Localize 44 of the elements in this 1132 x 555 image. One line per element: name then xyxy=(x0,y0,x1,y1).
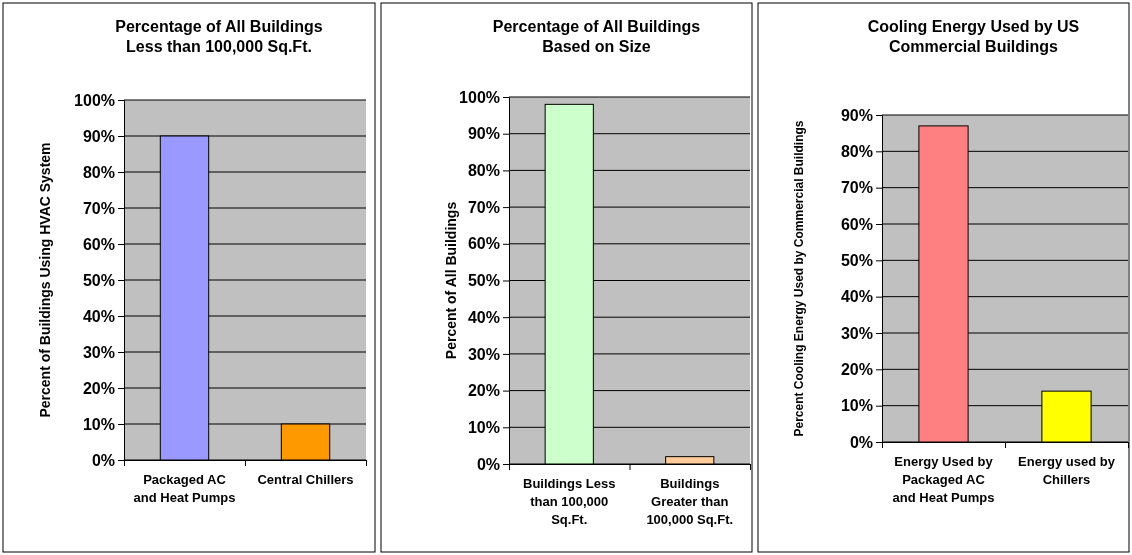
y-tick-label: 50% xyxy=(467,272,500,290)
y-tick-label: 90% xyxy=(467,125,500,143)
y-tick-label: 60% xyxy=(467,235,500,253)
y-tick-label: 90% xyxy=(840,106,873,124)
x-tick-label: Energy Used by Packaged AC and Heat Pumps xyxy=(892,454,995,505)
y-tick-label: 100% xyxy=(459,88,500,106)
x-tick-label: Packaged AC and Heat Pumps xyxy=(133,472,236,505)
y-tick-label: 70% xyxy=(467,198,500,216)
y-tick-label: 40% xyxy=(467,308,500,326)
y-axis-title: Percent of All Buildings xyxy=(443,201,459,360)
y-tick-label: 50% xyxy=(82,271,115,289)
y-tick-label: 20% xyxy=(82,379,115,397)
y-tick-label: 50% xyxy=(840,251,873,269)
y-axis-title: Percent of Buildings Using HVAC System xyxy=(37,142,53,418)
y-tick-label: 40% xyxy=(82,307,115,325)
y-axis-title: Percent Cooling Energy Used by Commercial Buildings xyxy=(792,120,806,437)
y-tick-label: 40% xyxy=(840,288,873,306)
x-tick-label: Buildings Less than 100,000 Sq.Ft. xyxy=(523,476,616,527)
y-tick-label: 20% xyxy=(840,360,873,378)
chart-title: Percentage of All Buildings Less than 100,000 Sq.Ft. xyxy=(115,18,323,55)
y-tick-label: 90% xyxy=(82,127,115,145)
y-tick-label: 60% xyxy=(840,215,873,233)
y-tick-label: 10% xyxy=(82,415,115,433)
y-tick-label: 10% xyxy=(467,418,500,436)
y-tick-label: 70% xyxy=(82,199,115,217)
y-tick-label: 10% xyxy=(840,397,873,415)
y-tick-label: 30% xyxy=(467,345,500,363)
y-tick-label: 0% xyxy=(476,455,500,473)
x-tick-label: Energy used by Chillers xyxy=(1018,454,1116,487)
x-tick-label: Buildings Greater than 100,000 Sq.Ft. xyxy=(646,476,734,527)
y-tick-label: 80% xyxy=(82,163,115,181)
y-tick-label: 70% xyxy=(840,179,873,197)
y-tick-label: 0% xyxy=(91,451,115,469)
y-tick-label: 100% xyxy=(74,91,115,109)
y-tick-label: 80% xyxy=(840,142,873,160)
x-tick-label: Central Chillers xyxy=(257,472,354,487)
y-tick-label: 80% xyxy=(467,162,500,180)
y-tick-label: 30% xyxy=(840,324,873,342)
chart-title: Percentage of All Buildings Based on Size xyxy=(492,18,701,55)
y-tick-label: 30% xyxy=(82,343,115,361)
chart-title: Cooling Energy Used by US Commercial Buildings xyxy=(867,18,1080,55)
y-tick-label: 20% xyxy=(467,382,500,400)
y-tick-label: 60% xyxy=(82,235,115,253)
y-tick-label: 0% xyxy=(849,433,873,451)
